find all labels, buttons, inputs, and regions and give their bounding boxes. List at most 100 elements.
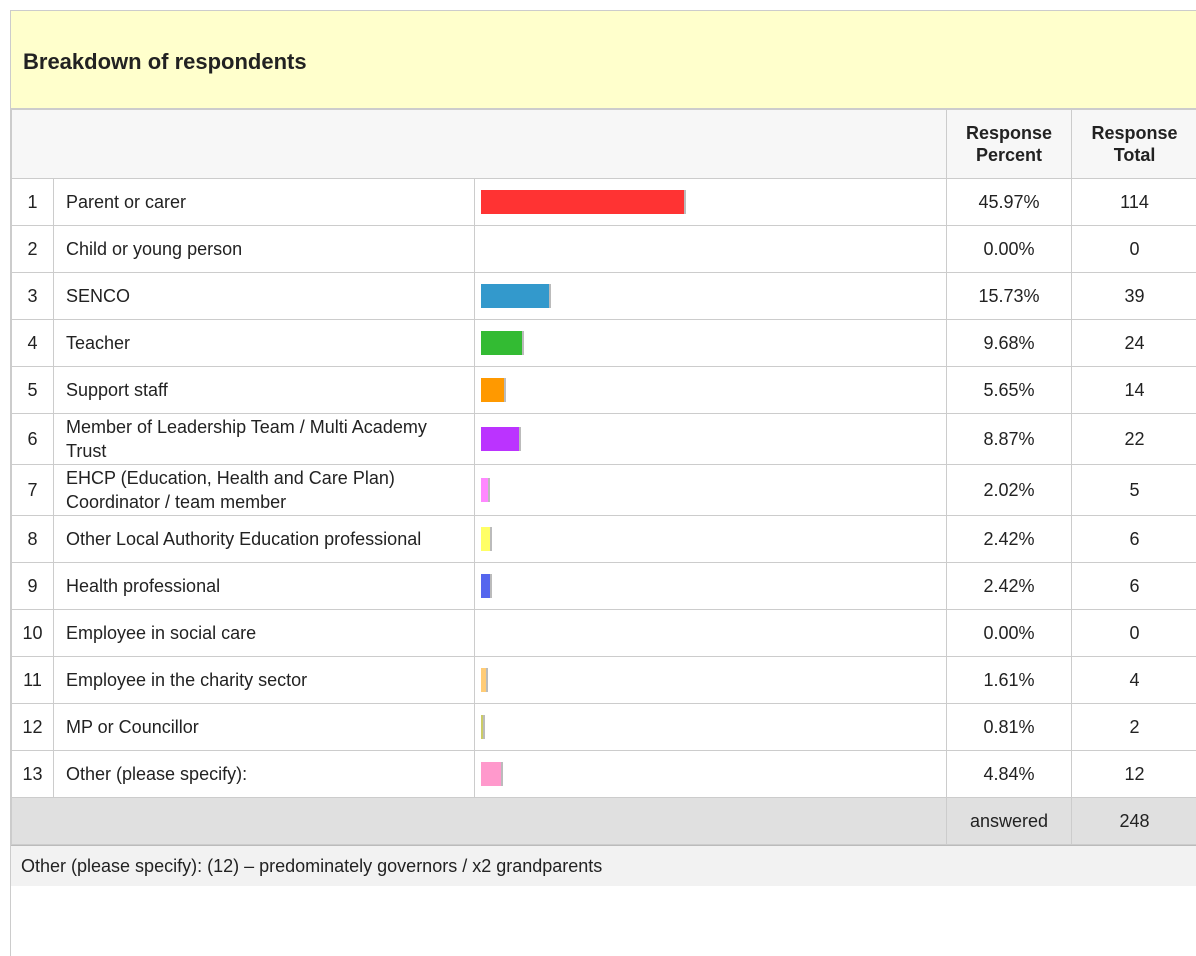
row-label: Other (please specify):: [53, 750, 475, 798]
response-percent: 0.81%: [946, 703, 1073, 751]
bar-cell: [473, 750, 948, 798]
response-percent: 4.84%: [946, 750, 1073, 798]
response-total: 2: [1071, 703, 1196, 751]
row-number: 6: [11, 413, 54, 465]
response-percent: 8.87%: [946, 413, 1073, 465]
row-label: MP or Councillor: [53, 703, 475, 751]
response-percent: 45.97%: [946, 178, 1073, 226]
bar: [481, 478, 490, 502]
row-label: Employee in the charity sector: [53, 656, 475, 704]
bar: [481, 762, 503, 786]
bar-cell: [473, 703, 948, 751]
response-total: 0: [1071, 225, 1196, 273]
row-label: Child or young person: [53, 225, 475, 273]
row-number: 12: [11, 703, 54, 751]
response-percent: 2.02%: [946, 464, 1073, 516]
bar-cell: [473, 413, 948, 465]
answered-blank: [11, 797, 947, 845]
bar-cell: [473, 609, 948, 657]
row-label: SENCO: [53, 272, 475, 320]
row-label: Parent or carer: [53, 178, 475, 226]
response-total: 0: [1071, 609, 1196, 657]
response-total: 5: [1071, 464, 1196, 516]
row-label: Member of Leadership Team / Multi Academ…: [53, 413, 475, 465]
row-label: EHCP (Education, Health and Care Plan) C…: [53, 464, 475, 516]
data-row: 1 Parent or carer 45.97% 114: [11, 178, 1196, 226]
row-label: Other Local Authority Education professi…: [53, 515, 475, 563]
row-number: 2: [11, 225, 54, 273]
header-row: Response Percent Response Total: [11, 109, 1196, 179]
data-row: 5 Support staff 5.65% 14: [11, 366, 1196, 414]
response-percent: 15.73%: [946, 272, 1073, 320]
response-percent: 2.42%: [946, 562, 1073, 610]
response-total: 14: [1071, 366, 1196, 414]
row-label: Health professional: [53, 562, 475, 610]
bar-cell: [473, 656, 948, 704]
data-row: 2 Child or young person 0.00% 0: [11, 225, 1196, 273]
response-percent: 0.00%: [946, 225, 1073, 273]
row-number: 8: [11, 515, 54, 563]
data-row: 13 Other (please specify): 4.84% 12: [11, 750, 1196, 798]
bar: [481, 378, 507, 402]
response-total: 114: [1071, 178, 1196, 226]
results-panel: Breakdown of respondents Response Percen…: [10, 10, 1196, 956]
row-number: 11: [11, 656, 54, 704]
data-row: 9 Health professional 2.42% 6: [11, 562, 1196, 610]
response-total: 22: [1071, 413, 1196, 465]
bar-cell: [473, 464, 948, 516]
bar-cell: [473, 225, 948, 273]
row-label: Teacher: [53, 319, 475, 367]
row-number: 10: [11, 609, 54, 657]
response-total: 12: [1071, 750, 1196, 798]
bar-cell: [473, 562, 948, 610]
data-row: 6 Member of Leadership Team / Multi Acade…: [11, 413, 1196, 465]
bar: [481, 715, 485, 739]
row-number: 1: [11, 178, 54, 226]
bar-cell: [473, 515, 948, 563]
data-row: 4 Teacher 9.68% 24: [11, 319, 1196, 367]
results-table: Response Percent Response Total 1 Parent …: [11, 109, 1196, 845]
response-total: 6: [1071, 562, 1196, 610]
bar: [481, 284, 552, 308]
response-percent: 5.65%: [946, 366, 1073, 414]
bar: [481, 190, 687, 214]
bar: [481, 668, 489, 692]
data-row: 12 MP or Councillor 0.81% 2: [11, 703, 1196, 751]
panel-title: Breakdown of respondents: [11, 11, 1196, 109]
header-cell: Response Percent: [946, 109, 1073, 179]
bar: [481, 331, 525, 355]
bar: [481, 574, 492, 598]
bar-cell: [473, 366, 948, 414]
response-total: 39: [1071, 272, 1196, 320]
data-row: 7 EHCP (Education, Health and Care Plan) …: [11, 464, 1196, 516]
bar: [481, 427, 521, 451]
data-row: 8 Other Local Authority Education profess…: [11, 515, 1196, 563]
answered-total: 248: [1071, 797, 1196, 845]
header-blank: [11, 109, 948, 179]
answered-row: answered 248: [11, 797, 1196, 845]
response-percent: 1.61%: [946, 656, 1073, 704]
row-number: 9: [11, 562, 54, 610]
response-percent: 0.00%: [946, 609, 1073, 657]
response-percent: 2.42%: [946, 515, 1073, 563]
row-number: 13: [11, 750, 54, 798]
bar-cell: [473, 319, 948, 367]
response-total: 6: [1071, 515, 1196, 563]
response-total: 4: [1071, 656, 1196, 704]
row-label: Support staff: [53, 366, 475, 414]
data-row: 10 Employee in social care 0.00% 0: [11, 609, 1196, 657]
row-number: 4: [11, 319, 54, 367]
data-row: 3 SENCO 15.73% 39: [11, 272, 1196, 320]
row-label: Employee in social care: [53, 609, 475, 657]
data-row: 11 Employee in the charity sector 1.61% 4: [11, 656, 1196, 704]
bar: [481, 527, 492, 551]
row-number: 7: [11, 464, 54, 516]
response-total: 24: [1071, 319, 1196, 367]
response-percent: 9.68%: [946, 319, 1073, 367]
bar-cell: [473, 272, 948, 320]
header-cell: Response Total: [1071, 109, 1196, 179]
answered-label: answered: [946, 797, 1073, 845]
bar-cell: [473, 178, 948, 226]
row-number: 3: [11, 272, 54, 320]
note: Other (please specify): (12) – predomina…: [11, 845, 1196, 886]
